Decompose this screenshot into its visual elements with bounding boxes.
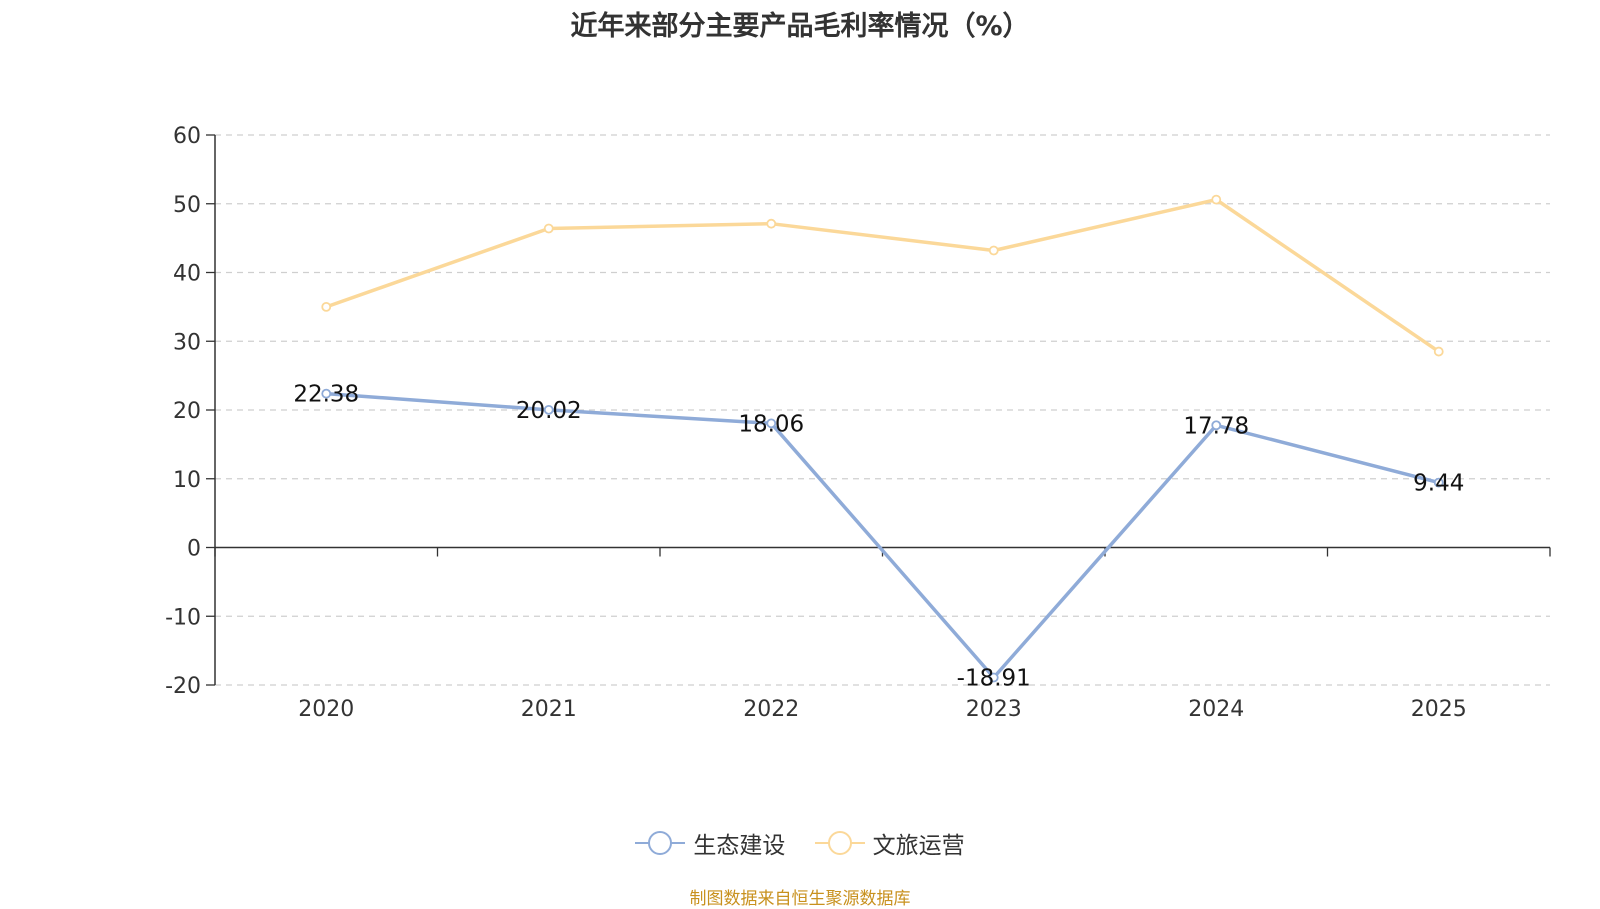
data-labels: 22.38 20.02 18.06 -18.91 17.78 9.44 — [293, 382, 1464, 692]
data-point — [1211, 194, 1222, 205]
y-tick-label: 20 — [173, 399, 201, 424]
legend: 生态建设 文旅运营 — [0, 826, 1600, 861]
legend-label: 文旅运营 — [872, 833, 965, 859]
data-label: 18.06 — [738, 411, 804, 437]
data-point — [321, 301, 332, 312]
data-point — [1433, 477, 1444, 488]
y-tick-label: 40 — [173, 262, 201, 287]
data-point — [1433, 346, 1444, 357]
data-point — [766, 218, 777, 229]
series-line — [326, 391, 1440, 680]
x-tick-label: 2021 — [521, 697, 577, 722]
y-tick-label: -20 — [165, 674, 201, 699]
y-tick-label: 50 — [173, 193, 201, 218]
data-label: 20.02 — [516, 398, 582, 424]
data-label: -18.91 — [957, 666, 1031, 692]
data-point — [766, 418, 777, 429]
x-tick-label: 2023 — [966, 697, 1022, 722]
data-point — [1211, 420, 1222, 431]
y-tick-label: -10 — [165, 605, 201, 630]
y-tick-label: 30 — [173, 330, 201, 355]
line-chart: -20 -10 0 10 20 30 40 50 60 2020 2021 2022 2023 2024 2… — [165, 124, 1551, 722]
series-line — [325, 197, 1440, 354]
data-point — [543, 404, 554, 415]
chart-title: 近年来部分主要产品毛利率情况（%） — [570, 11, 1030, 42]
data-point — [988, 245, 999, 256]
y-tick-label: 0 — [187, 537, 201, 562]
data-label: 17.78 — [1183, 413, 1249, 439]
legend-item-series-0[interactable]: 生态建设 — [635, 826, 785, 860]
x-tick-label: 2022 — [743, 697, 799, 722]
y-tick-label: 10 — [173, 468, 201, 493]
data-point — [988, 672, 999, 683]
legend-marker-icon — [814, 831, 865, 855]
grid-lines — [215, 134, 1550, 686]
axes: -20 -10 0 10 20 30 40 50 60 2020 2021 2022 2023 2024 2… — [165, 124, 1551, 722]
source-note: 制图数据来自恒生聚源数据库 — [689, 889, 911, 909]
x-tick-label: 2025 — [1411, 697, 1467, 722]
x-tick-label: 2020 — [298, 697, 354, 722]
x-tick-label: 2024 — [1188, 697, 1244, 722]
y-tick-label: 60 — [173, 124, 201, 149]
legend-marker-icon — [635, 831, 686, 855]
legend-label: 生态建设 — [693, 833, 786, 859]
data-point — [543, 223, 554, 234]
data-label: 9.44 — [1413, 471, 1464, 497]
legend-item-series-1[interactable]: 文旅运营 — [814, 826, 965, 860]
data-label: 22.38 — [293, 382, 359, 408]
data-point — [321, 388, 332, 399]
series-lines — [321, 194, 1444, 683]
